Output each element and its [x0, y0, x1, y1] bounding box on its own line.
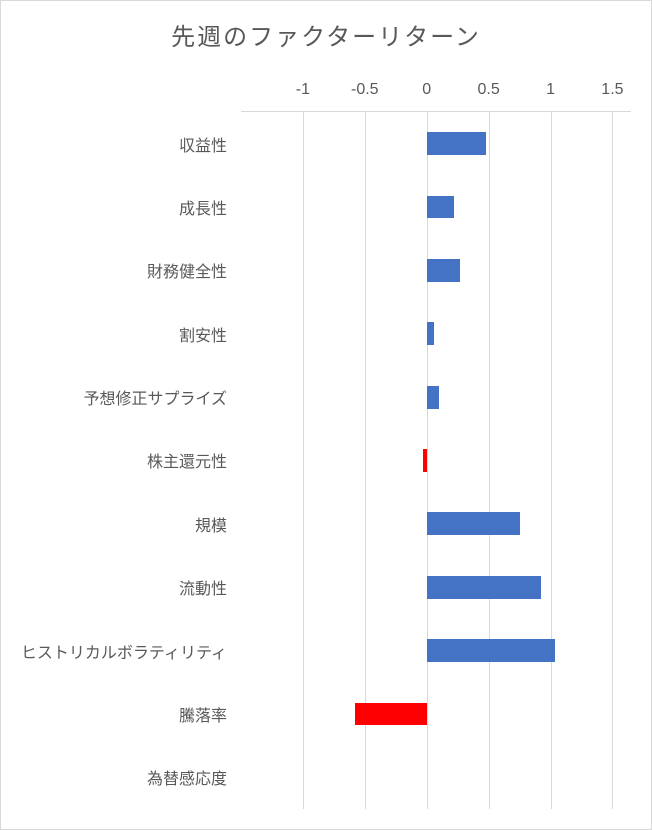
bar-row: 成長性 — [241, 196, 631, 219]
bar — [427, 512, 520, 535]
x-tick-label: -1 — [296, 81, 310, 99]
bar-row: 予想修正サプライズ — [241, 386, 631, 409]
x-tick-label: 1 — [546, 81, 555, 99]
bar-row: 規模 — [241, 512, 631, 535]
chart-title: 先週のファクターリターン — [1, 17, 651, 52]
plot-area: 収益性成長性財務健全性割安性予想修正サプライズ株主還元性規模流動性ヒストリカルボ… — [241, 111, 631, 809]
bar — [355, 703, 427, 726]
category-label: 株主還元性 — [147, 448, 241, 472]
bar — [423, 449, 427, 472]
x-tick-label: 0.5 — [477, 81, 499, 99]
category-label: 規模 — [195, 512, 241, 536]
x-tick-label: 1.5 — [601, 81, 623, 99]
x-tick-label: 0 — [422, 81, 431, 99]
bar — [427, 576, 541, 599]
category-label: 予想修正サプライズ — [83, 385, 241, 409]
bar — [427, 639, 556, 662]
bar — [427, 132, 486, 155]
bar-row: 株主還元性 — [241, 449, 631, 472]
x-axis: -1 -0.5 0 0.5 1 1.5 — [241, 81, 631, 111]
bar — [427, 322, 434, 345]
bar — [427, 196, 454, 219]
bar — [427, 259, 460, 282]
x-tick-label: -0.5 — [351, 81, 379, 99]
bar-row: 収益性 — [241, 132, 631, 155]
bar-row: 流動性 — [241, 576, 631, 599]
bar — [427, 386, 439, 409]
category-label: 成長性 — [179, 195, 241, 219]
category-label: 流動性 — [179, 575, 241, 599]
category-label: 騰落率 — [179, 702, 241, 726]
category-label: 為替感応度 — [147, 765, 241, 789]
bar-row: 財務健全性 — [241, 259, 631, 282]
category-label: 割安性 — [179, 322, 241, 346]
category-label: 財務健全性 — [147, 258, 241, 282]
bar-row: 騰落率 — [241, 703, 631, 726]
factor-return-chart: 先週のファクターリターン -1 -0.5 0 0.5 1 1.5 収益性成長性財務健全性割… — [0, 0, 652, 830]
category-label: 収益性 — [179, 132, 241, 156]
bar-row: 為替感応度 — [241, 766, 631, 789]
category-label: ヒストリカルボラティリティ — [21, 639, 241, 663]
bar-row: ヒストリカルボラティリティ — [241, 639, 631, 662]
bar-row: 割安性 — [241, 322, 631, 345]
